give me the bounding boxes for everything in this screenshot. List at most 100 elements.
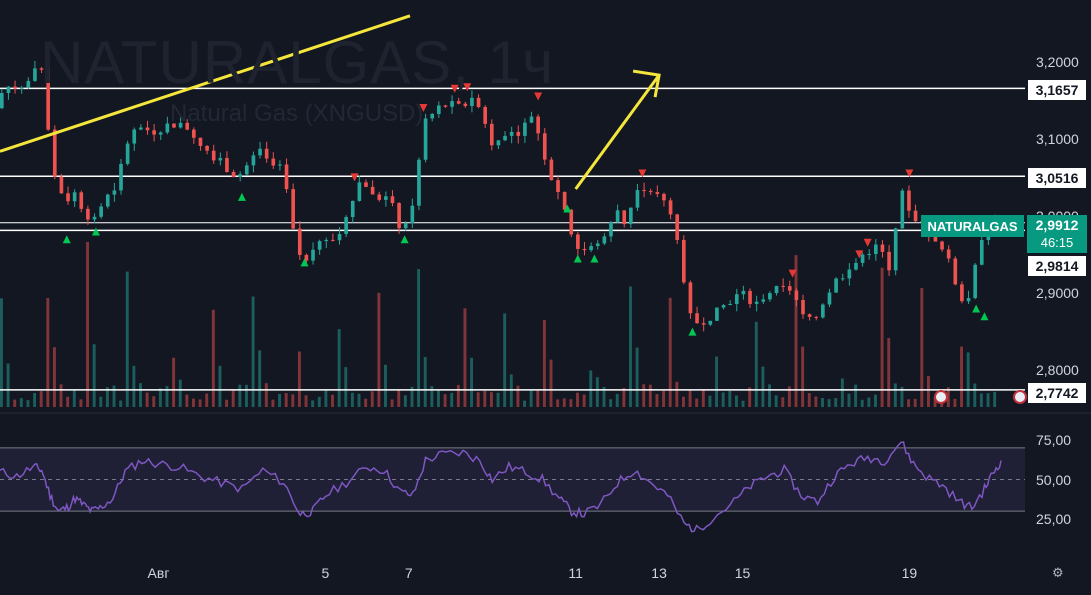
- volume-bar: [582, 394, 586, 407]
- volume-bar: [165, 386, 169, 407]
- volume-bar: [867, 397, 871, 407]
- candle: [46, 69, 50, 130]
- candle: [99, 206, 103, 217]
- candle: [748, 290, 752, 304]
- buy-marker-icon: [91, 227, 100, 236]
- candle: [734, 294, 739, 304]
- volume-bar: [344, 367, 348, 407]
- volume-bar: [913, 398, 917, 407]
- us-flag-icon[interactable]: [934, 390, 948, 404]
- volume-bar: [19, 398, 23, 407]
- volume-bar: [463, 308, 467, 407]
- volume-bar: [920, 288, 924, 407]
- volume-bar: [66, 396, 70, 407]
- gear-icon[interactable]: ⚙: [1052, 565, 1064, 580]
- volume-bar: [681, 396, 685, 407]
- candle: [165, 123, 170, 133]
- volume-bar: [384, 364, 387, 407]
- volume-bar: [609, 399, 613, 407]
- volume-bar: [377, 292, 381, 407]
- candle: [887, 251, 891, 271]
- volume-bar: [450, 392, 454, 407]
- candle: [72, 192, 77, 202]
- volume-bar: [86, 241, 89, 407]
- time-tick-label: Авг: [147, 565, 170, 581]
- volume-bar: [986, 393, 990, 407]
- candle: [185, 122, 190, 130]
- candle: [278, 164, 282, 166]
- candle: [860, 254, 865, 263]
- candle: [377, 194, 382, 200]
- price-tick-label: 3,2000: [1036, 54, 1079, 70]
- candle: [768, 293, 772, 300]
- volume-bar: [556, 399, 560, 407]
- volume-bar: [357, 393, 361, 407]
- candle: [384, 196, 388, 200]
- level-label-3-0516[interactable]: 3,0516: [1027, 167, 1087, 189]
- volume-bar: [768, 384, 771, 407]
- us-flag-icon[interactable]: [1013, 390, 1027, 404]
- candle: [476, 97, 481, 108]
- volume-bar: [569, 399, 573, 407]
- candle: [463, 103, 468, 107]
- volume-bar: [52, 347, 56, 407]
- time-tick-label: 5: [321, 565, 330, 581]
- volume-bar: [602, 386, 606, 407]
- sell-marker-icon: [855, 250, 864, 259]
- volume-bar: [721, 392, 725, 407]
- volume-bar: [178, 379, 182, 407]
- candle: [648, 191, 653, 193]
- symbol-tag[interactable]: NATURALGAS: [921, 215, 1024, 237]
- candle: [357, 182, 362, 201]
- candle: [708, 320, 713, 325]
- candle: [271, 158, 276, 166]
- candle: [781, 285, 785, 287]
- bar-countdown: 46:15: [1040, 235, 1074, 250]
- level-lines: [0, 87, 1091, 414]
- volume-bar: [337, 329, 341, 407]
- candle: [622, 210, 627, 225]
- sell-marker-icon: [450, 84, 459, 93]
- candle: [198, 137, 203, 146]
- volume-bar: [622, 387, 626, 407]
- level-label-2-7742[interactable]: 2,7742: [1027, 382, 1087, 404]
- candle: [6, 86, 11, 94]
- current-price-box[interactable]: 2,9912 46:15: [1027, 215, 1087, 253]
- candle: [629, 207, 633, 225]
- volume-bar: [933, 397, 937, 407]
- level-label-2-9814[interactable]: 2,9814: [1027, 255, 1087, 277]
- candle: [741, 290, 746, 295]
- candle: [152, 130, 156, 135]
- level-label-3-1657[interactable]: 3,1657: [1027, 79, 1087, 101]
- volume-bar: [278, 393, 282, 407]
- volume-bar: [185, 394, 189, 407]
- candle: [297, 228, 302, 255]
- candle: [662, 193, 666, 201]
- volume-bar: [132, 365, 136, 407]
- candle: [701, 323, 706, 325]
- trend-line[interactable]: [0, 14, 411, 153]
- candle: [423, 118, 428, 160]
- arrow-shaft[interactable]: [574, 74, 661, 190]
- volume-bar: [13, 399, 17, 407]
- volume-bar: [370, 391, 374, 407]
- candle: [695, 313, 699, 324]
- buy-marker-icon: [237, 192, 246, 201]
- volume-bar: [523, 400, 526, 407]
- candle: [344, 217, 348, 234]
- volume-bar: [99, 396, 103, 407]
- candle: [311, 249, 315, 261]
- candle: [450, 101, 454, 107]
- volume-bar: [105, 387, 109, 407]
- candle: [874, 244, 878, 255]
- description-watermark: Natural Gas (XNGUSD): [170, 100, 424, 127]
- volume-bar: [993, 391, 997, 407]
- volume-bar: [324, 390, 328, 407]
- candle: [284, 164, 289, 190]
- candle: [26, 80, 31, 88]
- candle: [437, 105, 441, 114]
- volume-bar: [0, 298, 3, 407]
- rsi-tick-label: 75,00: [1036, 432, 1072, 448]
- volume-bar: [979, 393, 983, 407]
